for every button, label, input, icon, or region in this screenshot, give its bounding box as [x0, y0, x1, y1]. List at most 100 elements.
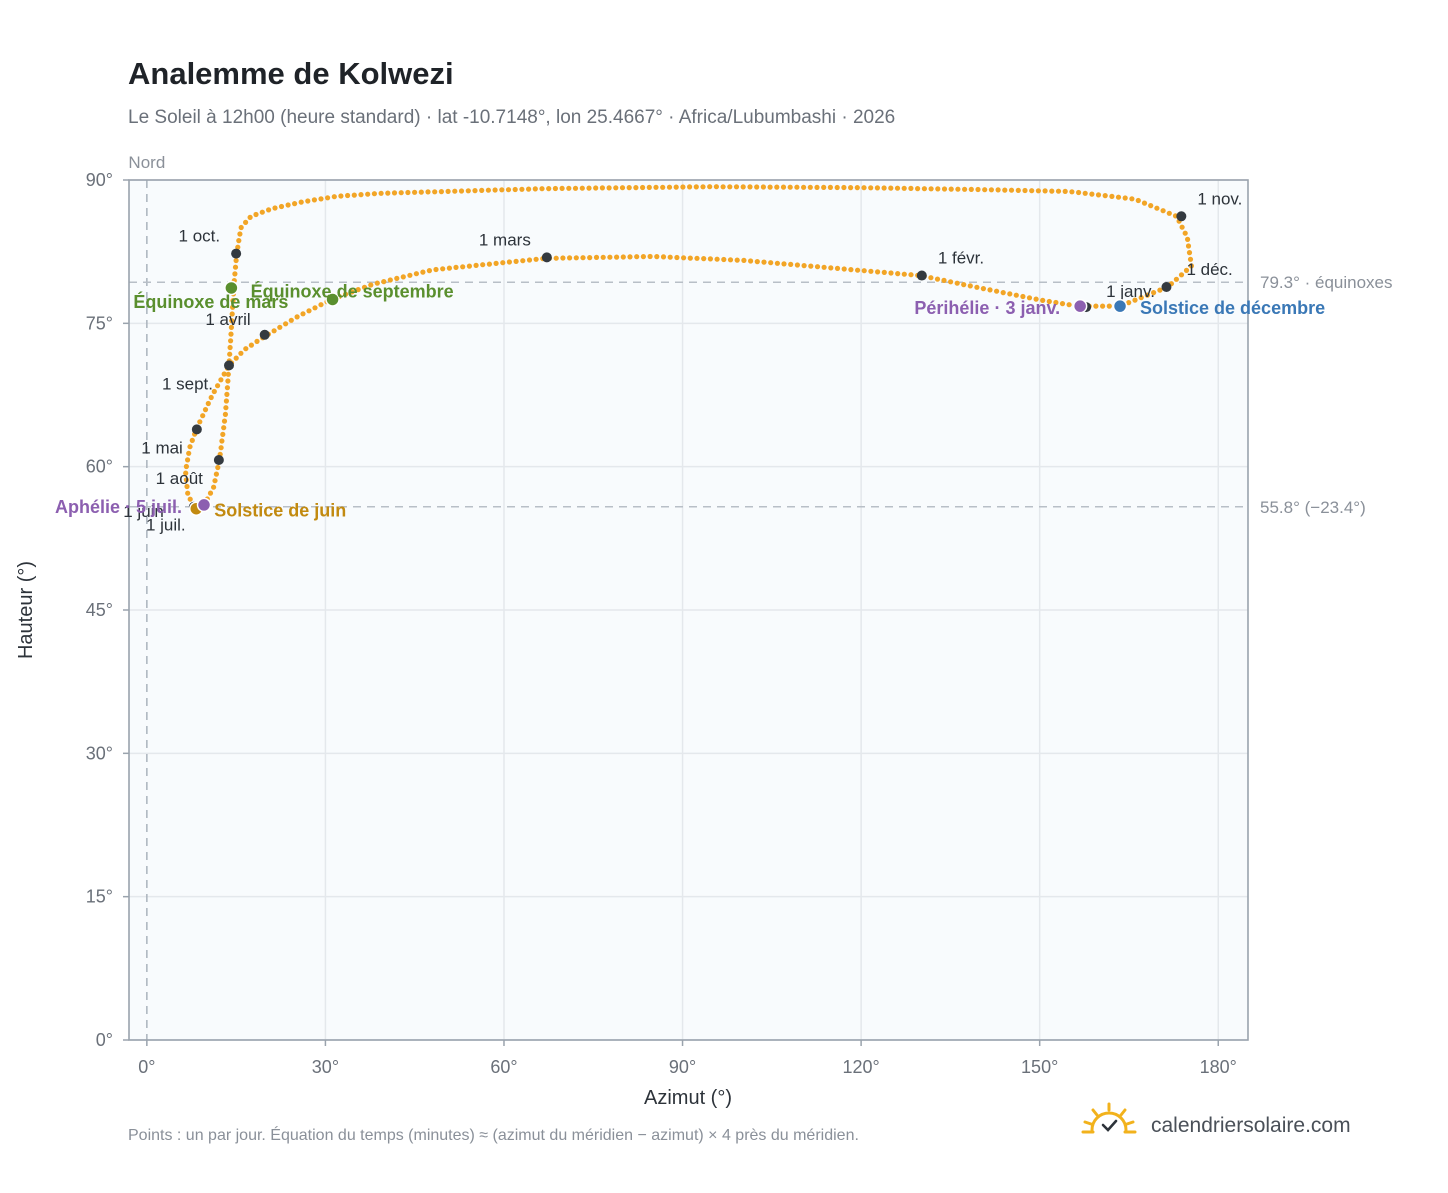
x-tick-label: 120° [842, 1057, 879, 1077]
daily-point [292, 201, 298, 207]
daily-point [788, 261, 794, 267]
daily-point [1049, 188, 1055, 194]
daily-point [452, 188, 458, 194]
daily-point [808, 263, 814, 269]
daily-point [361, 284, 368, 290]
y-tick-label: 90° [86, 170, 113, 190]
daily-point [733, 184, 740, 190]
daily-point [355, 287, 361, 293]
daily-point [1182, 230, 1188, 236]
event-label: Solstice de décembre [1140, 298, 1325, 318]
daily-point [1138, 295, 1144, 301]
month-label: 1 juin [123, 502, 164, 521]
daily-point [607, 254, 613, 260]
daily-point [586, 185, 592, 191]
daily-point [466, 263, 472, 269]
daily-point [1053, 299, 1059, 306]
month-label: 1 nov. [1197, 189, 1242, 208]
daily-point [948, 186, 954, 192]
month-marker [1161, 282, 1172, 293]
daily-point [626, 185, 632, 191]
daily-point [754, 259, 760, 265]
daily-point [560, 255, 566, 261]
daily-point [1055, 188, 1062, 194]
daily-point [566, 185, 572, 191]
y-tick-label: 30° [86, 743, 113, 763]
daily-point [218, 445, 224, 451]
month-marker [213, 454, 224, 465]
daily-point [460, 264, 466, 270]
daily-point [768, 260, 774, 266]
daily-point [1185, 236, 1191, 242]
daily-point [212, 478, 218, 484]
daily-point [980, 286, 987, 292]
month-label: 1 mai [141, 438, 183, 457]
daily-point [224, 391, 230, 397]
daily-point [526, 257, 533, 263]
daily-point [553, 255, 559, 261]
daily-point [298, 199, 304, 205]
daily-point [1100, 303, 1106, 309]
daily-point [1148, 203, 1154, 209]
daily-point [941, 186, 948, 192]
daily-point [183, 477, 189, 483]
daily-point [693, 184, 699, 190]
daily-point [232, 271, 238, 277]
daily-point [888, 185, 894, 191]
daily-point [425, 189, 431, 195]
daily-point [701, 256, 707, 262]
daily-point [1132, 297, 1138, 303]
daily-point [266, 207, 272, 213]
daily-point [1013, 292, 1019, 298]
daily-point [700, 184, 706, 190]
x-tick-label: 0° [138, 1057, 155, 1077]
daily-point [438, 189, 444, 195]
daily-point [921, 186, 928, 192]
daily-point [1002, 187, 1008, 193]
daily-point [874, 185, 881, 191]
daily-point [492, 187, 498, 193]
daily-point [221, 425, 227, 431]
daily-point [480, 262, 486, 268]
daily-point [200, 413, 206, 419]
daily-point [968, 186, 974, 192]
daily-point [505, 187, 512, 193]
daily-point [385, 190, 391, 196]
event-marker [224, 280, 239, 296]
daily-point [1000, 290, 1006, 296]
daily-point [827, 184, 834, 190]
daily-point [895, 271, 901, 277]
daily-point [285, 202, 291, 208]
daily-point [1187, 256, 1194, 262]
brand-logo: calendriersolaire.com [1081, 1102, 1351, 1137]
daily-point [368, 282, 374, 288]
daily-point [974, 284, 980, 290]
daily-point [713, 184, 720, 190]
daily-point [801, 184, 807, 190]
daily-point [654, 254, 660, 260]
daily-point [967, 283, 973, 289]
daily-point [243, 346, 249, 352]
daily-point [312, 305, 318, 311]
daily-point [580, 255, 586, 261]
daily-point [955, 186, 961, 192]
daily-point [228, 338, 234, 344]
daily-point [1144, 292, 1150, 298]
daily-point [814, 184, 820, 190]
daily-point [834, 265, 841, 271]
y-tick-label: 15° [86, 887, 113, 907]
daily-point [185, 457, 191, 463]
month-label: 1 août [156, 469, 204, 488]
daily-point [1015, 187, 1021, 193]
daily-point [237, 231, 243, 237]
daily-point [225, 378, 231, 384]
daily-point [371, 191, 377, 197]
daily-point [982, 187, 988, 193]
month-label: 1 févr. [938, 249, 984, 268]
daily-point [220, 431, 226, 437]
daily-point [694, 255, 700, 261]
daily-point [493, 260, 499, 266]
daily-point [908, 272, 914, 278]
daily-point [277, 324, 283, 330]
daily-point [774, 260, 781, 266]
